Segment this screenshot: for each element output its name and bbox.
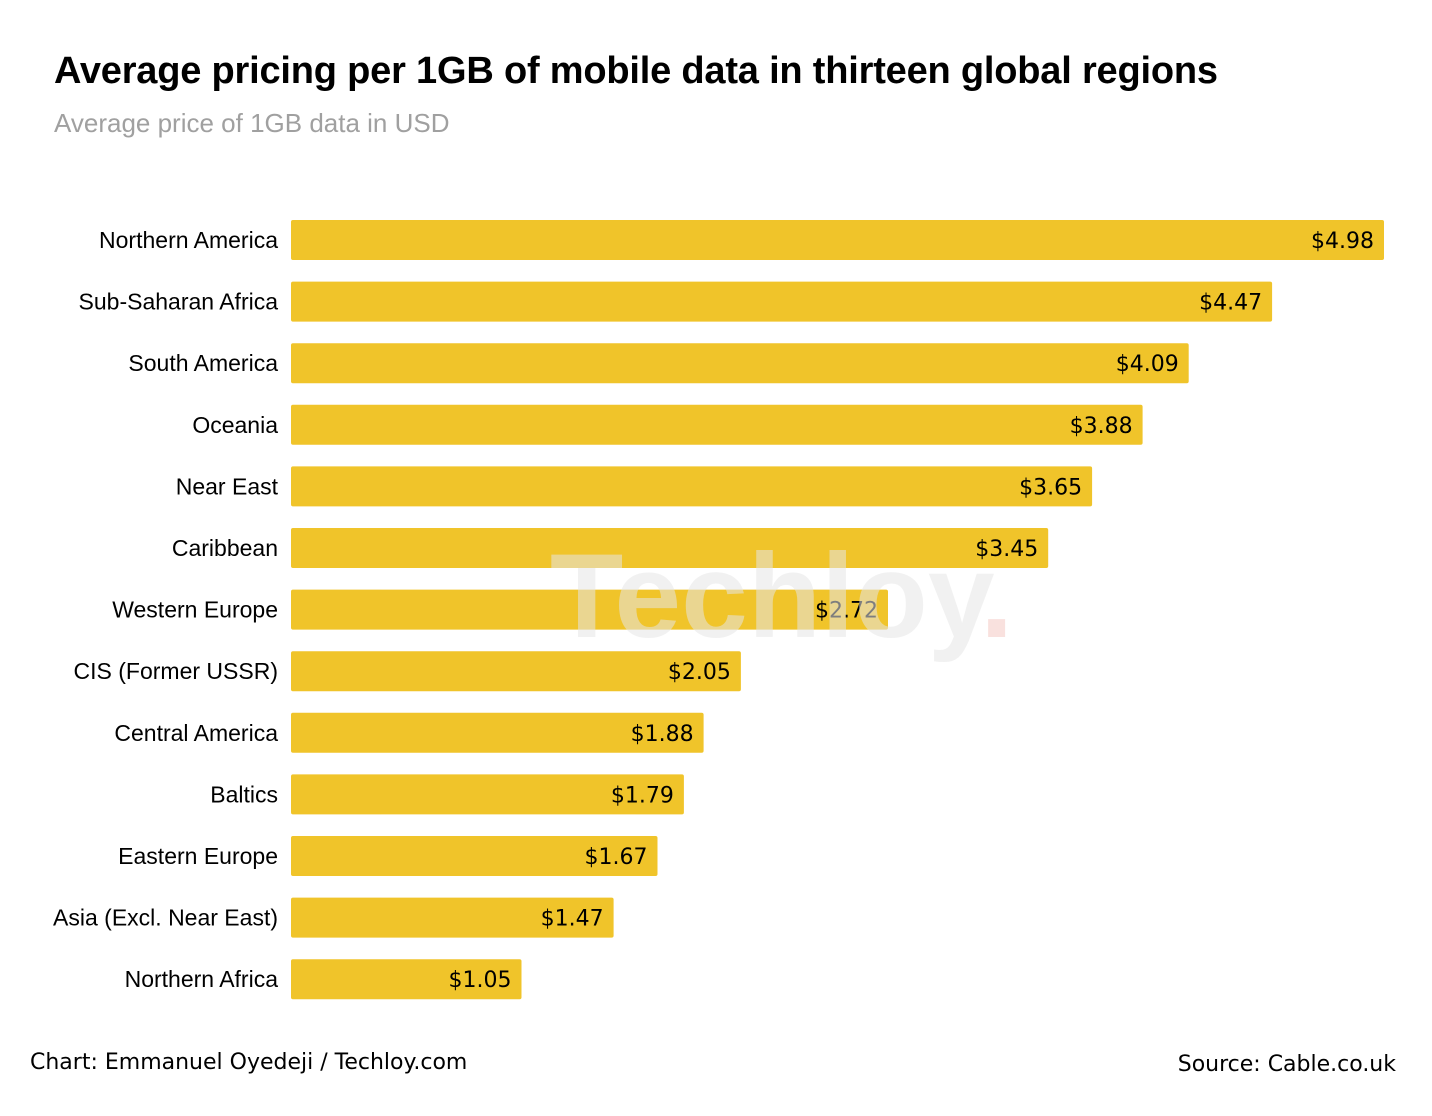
bar-chart: Northern America $4.98 Sub-Saharan Africa $… xyxy=(53,220,1384,1000)
category-label: Near East xyxy=(176,473,279,499)
bar xyxy=(291,466,1093,507)
chart-subtitle: Average price of 1GB data in USD xyxy=(54,108,450,138)
bar xyxy=(291,712,704,753)
category-label: Eastern Europe xyxy=(118,843,278,869)
value-label: $4.09 xyxy=(1116,352,1179,377)
value-label: $1.67 xyxy=(585,845,648,870)
bar xyxy=(291,959,522,1000)
bar xyxy=(291,343,1189,384)
value-label: $4.47 xyxy=(1199,291,1262,316)
category-label: Northern America xyxy=(99,227,278,253)
value-label: $3.88 xyxy=(1070,414,1133,439)
category-label: Baltics xyxy=(210,781,278,807)
value-label: $1.47 xyxy=(541,907,604,932)
bar xyxy=(291,836,658,876)
value-label: $3.65 xyxy=(1019,475,1082,500)
bar xyxy=(291,774,684,815)
value-label: $1.79 xyxy=(611,783,674,808)
bar xyxy=(291,281,1273,322)
category-label: South America xyxy=(128,350,278,376)
value-label: $3.45 xyxy=(975,537,1038,562)
category-label: Sub-Saharan Africa xyxy=(79,289,279,315)
value-label: $4.98 xyxy=(1311,229,1374,254)
bar xyxy=(291,589,888,630)
chart-source: Source: Cable.co.uk xyxy=(1177,1052,1396,1077)
bar xyxy=(291,404,1143,445)
bar xyxy=(291,220,1384,260)
category-label: Oceania xyxy=(192,412,278,438)
category-label: Northern Africa xyxy=(125,966,279,992)
chart-area: Northern America $4.98 Sub-Saharan Africa $… xyxy=(0,200,1432,1020)
bar xyxy=(291,528,1049,568)
value-label: $1.05 xyxy=(449,968,512,993)
category-label: Caribbean xyxy=(172,535,278,561)
category-label: CIS (Former USSR) xyxy=(74,658,278,684)
category-label: Central America xyxy=(114,720,278,746)
value-label: $1.88 xyxy=(631,722,694,747)
bar xyxy=(291,651,741,692)
chart-credit: Chart: Emmanuel Oyedeji / Techloy.com xyxy=(30,1050,468,1075)
value-label: $2.05 xyxy=(668,660,731,685)
bar xyxy=(291,897,614,938)
chart-title: Average pricing per 1GB of mobile data i… xyxy=(54,50,1218,92)
category-label: Asia (Excl. Near East) xyxy=(53,905,278,931)
category-label: Western Europe xyxy=(112,597,278,623)
value-label: $2.72 xyxy=(815,599,878,624)
